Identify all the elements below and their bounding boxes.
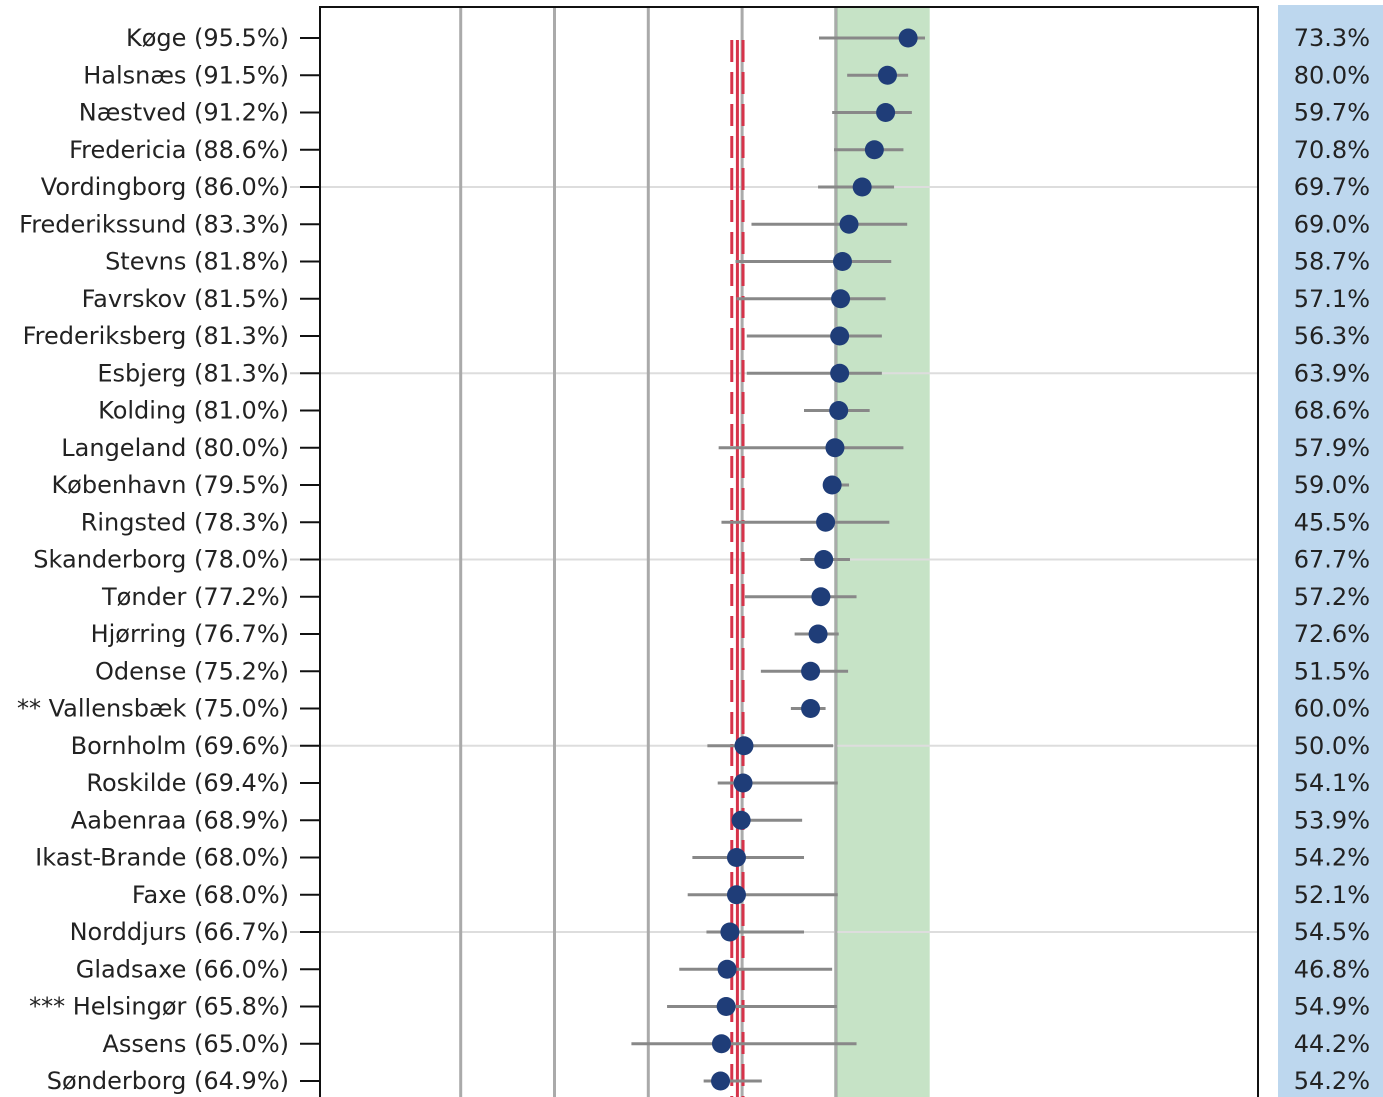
side-value: 44.2% bbox=[1294, 1030, 1370, 1058]
category-label: Odense (75.2%) bbox=[95, 657, 289, 685]
side-value: 73.3% bbox=[1294, 24, 1370, 52]
data-point bbox=[830, 363, 850, 383]
category-label: *** Helsingør (65.8%) bbox=[29, 993, 289, 1021]
data-point bbox=[839, 214, 859, 234]
side-value: 54.5% bbox=[1294, 918, 1370, 946]
side-value: 53.9% bbox=[1294, 806, 1370, 834]
side-value: 50.0% bbox=[1294, 732, 1370, 760]
data-point bbox=[829, 401, 849, 420]
side-value: 80.0% bbox=[1294, 61, 1370, 89]
data-point bbox=[731, 810, 751, 830]
category-label: Kolding (81.0%) bbox=[98, 397, 289, 425]
target-band bbox=[835, 7, 930, 1097]
side-value: 68.6% bbox=[1294, 397, 1370, 425]
side-value: 46.8% bbox=[1294, 955, 1370, 983]
side-value: 54.2% bbox=[1294, 844, 1370, 872]
side-value: 51.5% bbox=[1294, 657, 1370, 685]
category-label: ** Vallensbæk (75.0%) bbox=[17, 695, 289, 723]
data-point bbox=[726, 885, 746, 905]
category-label: Skanderborg (78.0%) bbox=[33, 546, 289, 574]
side-value: 57.2% bbox=[1294, 583, 1370, 611]
side-value: 60.0% bbox=[1294, 695, 1370, 723]
data-point bbox=[814, 550, 834, 569]
data-point bbox=[877, 65, 897, 85]
side-value: 54.2% bbox=[1294, 1067, 1370, 1095]
data-point bbox=[711, 1071, 731, 1091]
data-point bbox=[801, 661, 821, 681]
category-label: Faxe (68.0%) bbox=[132, 881, 289, 909]
category-label: Bornholm (69.6%) bbox=[71, 732, 289, 760]
category-label: Stevns (81.8%) bbox=[105, 248, 289, 276]
data-point bbox=[852, 177, 872, 197]
category-label: Frederikssund (83.3%) bbox=[19, 210, 289, 238]
data-point bbox=[734, 736, 754, 756]
category-label: Assens (65.0%) bbox=[102, 1030, 289, 1058]
side-value: 69.0% bbox=[1294, 210, 1370, 238]
category-label: Tønder (77.2%) bbox=[101, 583, 289, 611]
data-point bbox=[733, 773, 753, 793]
category-label: Vordingborg (86.0%) bbox=[41, 173, 289, 201]
category-label: Halsnæs (91.5%) bbox=[83, 61, 289, 89]
data-point bbox=[726, 848, 746, 867]
category-label: Ikast-Brande (68.0%) bbox=[35, 844, 289, 872]
side-value: 70.8% bbox=[1294, 136, 1370, 164]
category-label: Langeland (80.0%) bbox=[61, 434, 289, 462]
category-label: Frederiksberg (81.3%) bbox=[23, 322, 289, 350]
data-point bbox=[816, 512, 836, 532]
category-label: Aabenraa (68.9%) bbox=[71, 806, 289, 834]
side-value: 58.7% bbox=[1294, 248, 1370, 276]
side-value: 52.1% bbox=[1294, 881, 1370, 909]
side-value: 45.5% bbox=[1294, 508, 1370, 536]
category-label: Ringsted (78.3%) bbox=[81, 508, 289, 536]
category-label: Fredericia (88.6%) bbox=[69, 136, 289, 164]
category-label: Esbjerg (81.3%) bbox=[97, 359, 289, 387]
data-point bbox=[720, 922, 740, 942]
data-point bbox=[808, 624, 828, 644]
data-point bbox=[801, 699, 821, 718]
category-label: Næstved (91.2%) bbox=[79, 99, 289, 127]
data-point bbox=[832, 252, 852, 271]
data-point bbox=[876, 103, 896, 122]
side-value: 54.9% bbox=[1294, 993, 1370, 1021]
side-value: 56.3% bbox=[1294, 322, 1370, 350]
side-value: 69.7% bbox=[1294, 173, 1370, 201]
side-value: 63.9% bbox=[1294, 359, 1370, 387]
data-point bbox=[822, 475, 842, 495]
category-label: Favrskov (81.5%) bbox=[82, 285, 289, 313]
category-label: Roskilde (69.4%) bbox=[86, 769, 289, 797]
side-value: 57.9% bbox=[1294, 434, 1370, 462]
side-value: 72.6% bbox=[1294, 620, 1370, 648]
category-label: Køge (95.5%) bbox=[126, 24, 289, 52]
side-value: 67.7% bbox=[1294, 546, 1370, 574]
side-value: 59.7% bbox=[1294, 99, 1370, 127]
category-label: Gladsaxe (66.0%) bbox=[76, 955, 289, 983]
category-label: Sønderborg (64.9%) bbox=[47, 1067, 289, 1095]
side-value: 54.1% bbox=[1294, 769, 1370, 797]
data-point bbox=[811, 587, 831, 607]
category-label: Norddjurs (66.7%) bbox=[70, 918, 289, 946]
category-label: København (79.5%) bbox=[51, 471, 289, 499]
side-panel bbox=[1278, 5, 1383, 1097]
data-point bbox=[711, 1034, 731, 1054]
data-point bbox=[716, 997, 736, 1016]
side-value: 57.1% bbox=[1294, 285, 1370, 313]
data-point bbox=[864, 140, 884, 160]
data-point bbox=[898, 28, 918, 48]
data-point bbox=[831, 289, 851, 309]
data-point bbox=[825, 438, 845, 458]
data-point bbox=[830, 326, 850, 346]
category-label: Hjørring (76.7%) bbox=[91, 620, 289, 648]
side-value: 59.0% bbox=[1294, 471, 1370, 499]
plot-frame bbox=[319, 6, 1259, 1097]
data-point bbox=[717, 959, 737, 979]
